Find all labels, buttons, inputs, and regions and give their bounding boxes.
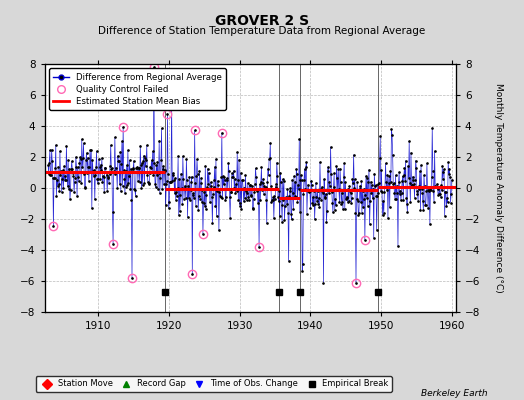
- Y-axis label: Monthly Temperature Anomaly Difference (°C): Monthly Temperature Anomaly Difference (…: [494, 83, 503, 293]
- Text: Berkeley Earth: Berkeley Earth: [421, 389, 487, 398]
- Legend: Station Move, Record Gap, Time of Obs. Change, Empirical Break: Station Move, Record Gap, Time of Obs. C…: [36, 376, 392, 392]
- Text: GROVER 2 S: GROVER 2 S: [215, 14, 309, 28]
- Text: Difference of Station Temperature Data from Regional Average: Difference of Station Temperature Data f…: [99, 26, 425, 36]
- Legend: Difference from Regional Average, Quality Control Failed, Estimated Station Mean: Difference from Regional Average, Qualit…: [49, 68, 226, 110]
